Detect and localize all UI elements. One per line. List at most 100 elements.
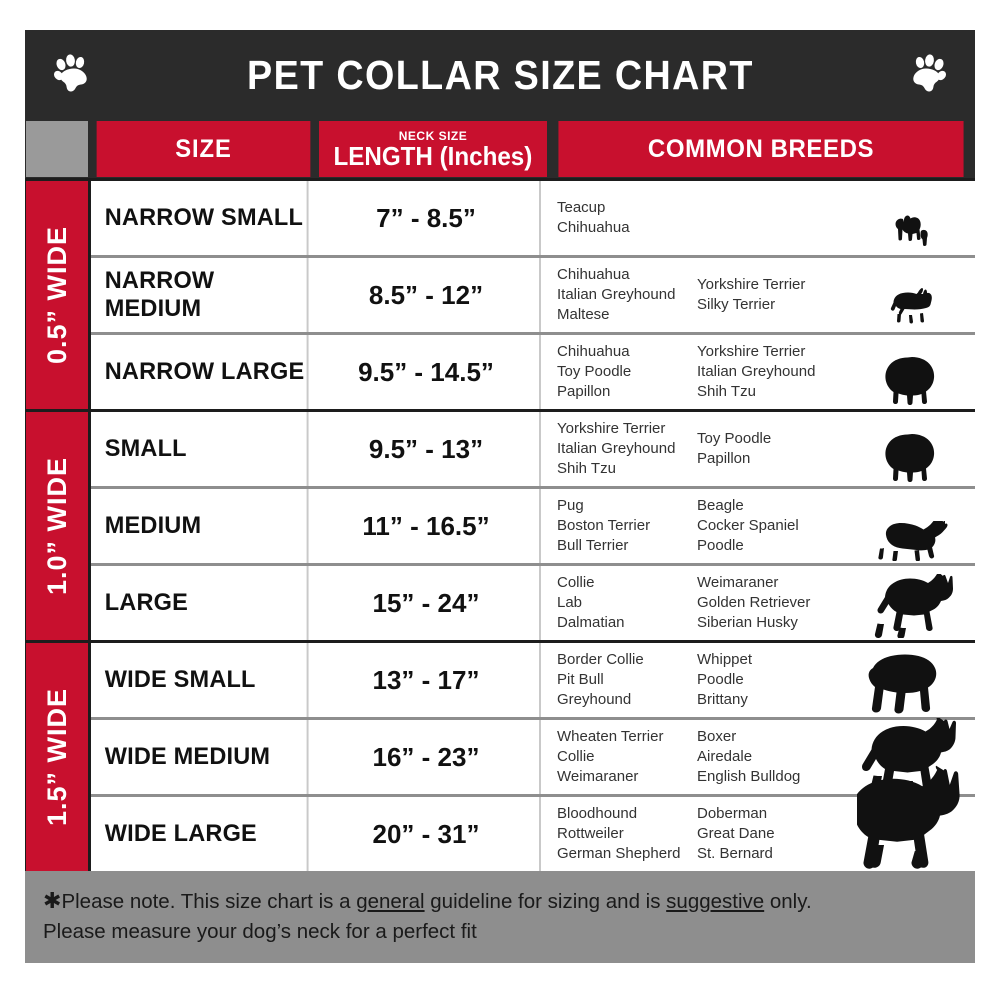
breed-item: Chihuahua xyxy=(557,219,630,236)
breed-item: Collie xyxy=(557,574,595,592)
breed-item: Bull Terrier xyxy=(557,536,629,554)
breed-item: Pug xyxy=(557,497,584,515)
cell-size-name: SMALL xyxy=(91,412,309,486)
cell-size-name: NARROW SMALL xyxy=(91,181,309,255)
breed-column-2: Yorkshire Terrier Italian Greyhound Shih T… xyxy=(697,342,847,402)
table-row: WIDE SMALL 13” - 17” Border Collie Pit Bull… xyxy=(91,643,975,717)
breed-item: Dalmatian xyxy=(557,613,625,631)
group-width-label: 0.5” WIDE xyxy=(26,181,88,409)
breed-item: Italian Greyhound xyxy=(557,440,676,458)
breed-item: Teacup xyxy=(557,199,606,217)
table-body: 0.5” WIDE NARROW SMALL 7” - 8.5” Teacup Chih… xyxy=(25,178,975,871)
pomeranian-silhouette xyxy=(857,430,967,484)
boxer-silhouette xyxy=(857,718,967,792)
size-group: 1.5” WIDE WIDE SMALL 13” - 17” Border Colli… xyxy=(25,640,975,871)
size-group: 1.0” WIDE SMALL 9.5” - 13” Yorkshire Terrie… xyxy=(25,409,975,640)
table-row: SMALL 9.5” - 13” Yorkshire Terrier Italian … xyxy=(91,412,975,486)
table-row: MEDIUM 11” - 16.5” Pug Boston Terrier Bull T… xyxy=(91,489,975,563)
cell-size-name: NARROW MEDIUM xyxy=(91,258,309,332)
table-row: WIDE MEDIUM 16” - 23” Wheaten Terrier Colli… xyxy=(91,718,975,794)
pomeranian-silhouette xyxy=(857,353,967,407)
header-corner-cell xyxy=(26,121,88,177)
breed-item: German Shepherd xyxy=(557,844,681,862)
header-length-label: LENGTH (Inches) xyxy=(333,140,533,171)
breed-item: Lab xyxy=(557,594,583,612)
breed-item: Weimaraner xyxy=(557,767,639,785)
cell-common-breeds: Yorkshire Terrier Italian Greyhound Shih T… xyxy=(541,412,975,486)
header-length-sublabel: NECK SIZE xyxy=(398,128,468,143)
page-title: PET COLLAR SIZE CHART xyxy=(246,51,754,98)
breed-column-2: Toy Poodle Papillon xyxy=(697,429,847,469)
breed-column-1: Pug Boston Terrier Bull Terrier xyxy=(557,496,697,556)
breed-item: Papillon xyxy=(697,450,751,467)
breed-item: English Bulldog xyxy=(697,767,801,785)
cell-size-name: WIDE SMALL xyxy=(91,643,309,717)
breed-item: Shih Tzu xyxy=(557,459,616,477)
group-width-label: 1.0” WIDE xyxy=(26,412,88,640)
shepherd-silhouette xyxy=(857,574,967,638)
yorkie-silhouette xyxy=(857,213,967,253)
cell-size-name: MEDIUM xyxy=(91,489,309,563)
breed-item: Boxer xyxy=(697,728,737,746)
breed-column-1: Bloodhound Rottweiler German Shepherd xyxy=(557,804,697,864)
cell-neck-length: 11” - 16.5” xyxy=(313,489,541,563)
breed-column-1: Yorkshire Terrier Italian Greyhound Shih T… xyxy=(557,419,697,479)
pet-collar-size-chart: PET COLLAR SIZE CHART SIZE NECK SIZE LEN… xyxy=(25,30,975,970)
breed-item: Poodle xyxy=(697,671,744,689)
breed-item: Whippet xyxy=(697,651,753,669)
breed-column-2: Weimaraner Golden Retriever Siberian Husky xyxy=(697,573,847,633)
footer-text-c: only. xyxy=(764,890,812,913)
cell-common-breeds: Pug Boston Terrier Bull Terrier Beagle Cocke… xyxy=(541,489,975,563)
breed-column-1: Chihuahua Toy Poodle Papillon xyxy=(557,342,697,402)
footer-underline-suggestive: suggestive xyxy=(666,890,765,913)
breed-item: Bloodhound xyxy=(557,805,638,823)
header-common-breeds: COMMON BREEDS xyxy=(558,121,964,177)
chart-title-bar: PET COLLAR SIZE CHART xyxy=(25,30,975,120)
cell-neck-length: 13” - 17” xyxy=(313,643,541,717)
cell-size-name: NARROW LARGE xyxy=(91,335,309,409)
group-width-label: 1.5” WIDE xyxy=(26,643,88,871)
breed-item: Golden Retriever xyxy=(697,594,811,612)
breed-column-2: Doberman Great Dane St. Bernard xyxy=(697,804,847,864)
cell-neck-length: 9.5” - 14.5” xyxy=(313,335,541,409)
breed-item: Toy Poodle xyxy=(557,363,632,381)
paw-print-icon xyxy=(50,52,96,98)
cell-neck-length: 9.5” - 13” xyxy=(313,412,541,486)
breed-item: Yorkshire Terrier xyxy=(697,343,806,361)
group-rows: SMALL 9.5” - 13” Yorkshire Terrier Italian … xyxy=(91,412,975,640)
group-rows: WIDE SMALL 13” - 17” Border Collie Pit Bull… xyxy=(91,643,975,871)
breed-column-1: Collie Lab Dalmatian xyxy=(557,573,697,633)
breed-item: Silky Terrier xyxy=(697,296,776,313)
breed-item: Papillon xyxy=(557,382,611,400)
breed-item: Cocker Spaniel xyxy=(697,517,799,535)
header-size: SIZE xyxy=(96,121,311,177)
table-row: WIDE LARGE 20” - 31” Bloodhound Rottweiler G… xyxy=(91,765,975,871)
cell-common-breeds: Chihuahua Italian Greyhound Maltese Yorkshi… xyxy=(541,258,975,332)
table-row: NARROW MEDIUM 8.5” - 12” Chihuahua Italian … xyxy=(91,258,975,332)
table-row: NARROW LARGE 9.5” - 14.5” Chihuahua Toy Poo… xyxy=(91,335,975,409)
breed-item: Italian Greyhound xyxy=(557,286,676,304)
footer-underline-general: general xyxy=(356,890,425,913)
breed-item: St. Bernard xyxy=(697,844,773,862)
breed-column-2: Yorkshire Terrier Silky Terrier xyxy=(697,275,847,315)
cell-common-breeds: Bloodhound Rottweiler German Shepherd Dober… xyxy=(541,765,975,871)
cell-neck-length: 16” - 23” xyxy=(313,720,541,794)
breed-item: Yorkshire Terrier xyxy=(557,420,666,438)
cell-common-breeds: Wheaten Terrier Collie Weimaraner Boxer Aire… xyxy=(541,718,975,794)
breed-item: Maltese xyxy=(557,305,610,323)
breed-item: Chihuahua xyxy=(557,266,630,284)
breed-item: Weimaraner xyxy=(697,574,779,592)
group-width-label-text: 0.5” WIDE xyxy=(41,225,72,365)
table-row: NARROW SMALL 7” - 8.5” Teacup Chihuahua xyxy=(91,181,975,255)
breed-item: Wheaten Terrier xyxy=(557,728,664,746)
breed-item: Chihuahua xyxy=(557,343,630,361)
breed-item: Border Collie xyxy=(557,651,644,669)
group-rows: NARROW SMALL 7” - 8.5” Teacup Chihuahua NARR… xyxy=(91,181,975,409)
cell-common-breeds: Border Collie Pit Bull Greyhound Whippet Poo… xyxy=(541,643,975,717)
breed-column-1: Chihuahua Italian Greyhound Maltese xyxy=(557,265,697,325)
breed-column-2: Beagle Cocker Spaniel Poodle xyxy=(697,496,847,556)
cell-size-name: WIDE MEDIUM xyxy=(91,720,309,794)
breed-column-1: Border Collie Pit Bull Greyhound xyxy=(557,650,697,710)
asterisk-icon: ✱ xyxy=(43,888,62,913)
breed-item: Great Dane xyxy=(697,825,775,843)
